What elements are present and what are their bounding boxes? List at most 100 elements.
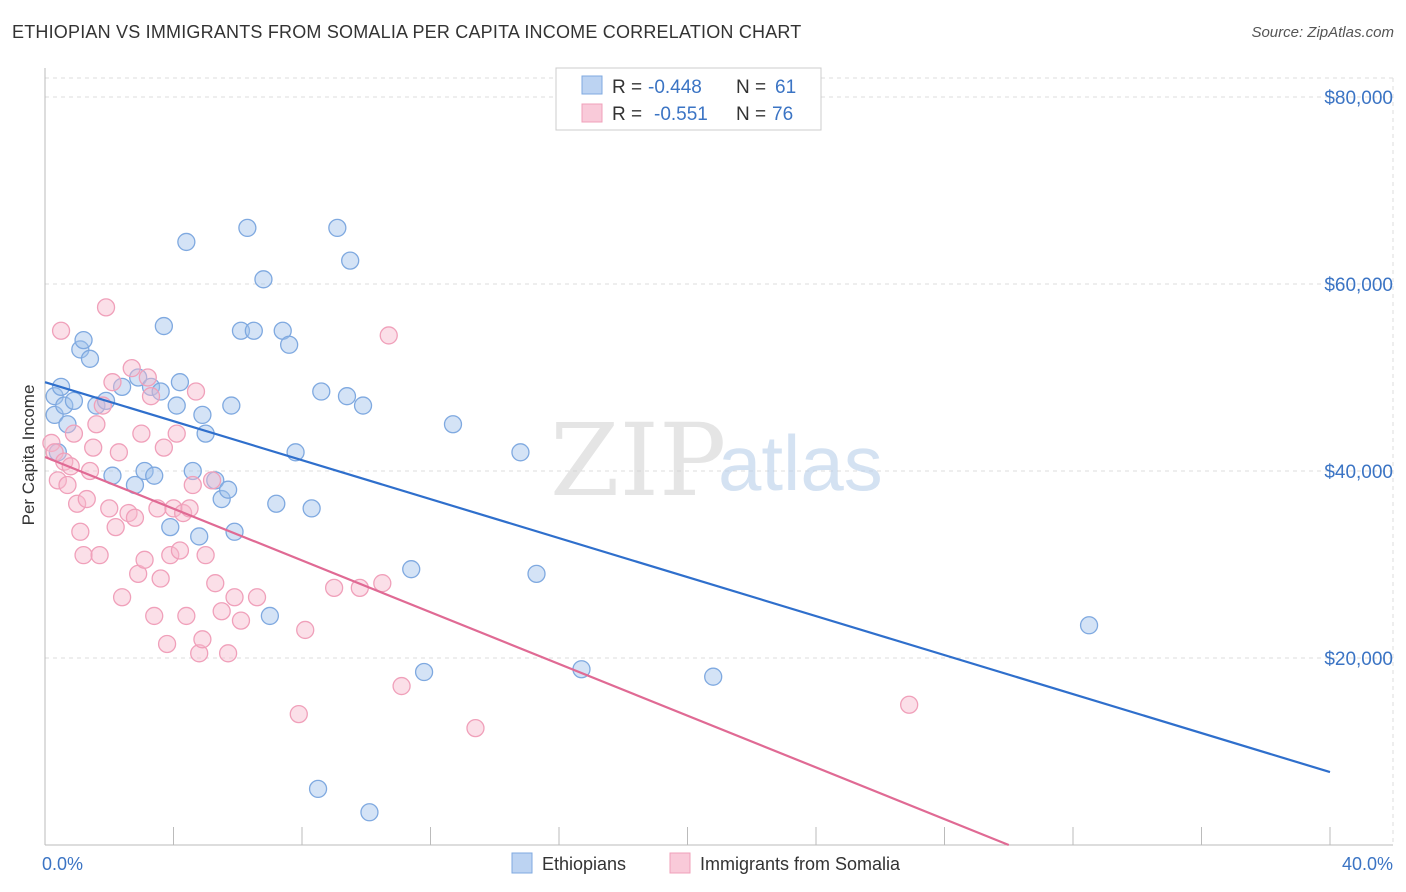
ethiopians-point-37: [254, 270, 273, 289]
ethiopians-point-52: [414, 662, 434, 682]
ethiopians-point-6: [64, 391, 84, 411]
somalia-point-60: [379, 326, 398, 345]
legend-n-value-2: 76: [772, 104, 793, 125]
ethiopians-point-5: [58, 415, 77, 434]
ethiopians-point-20: [154, 316, 174, 336]
y-axis-label: Per Capita Income: [19, 385, 38, 526]
somalia-point-51: [218, 644, 238, 663]
ethiopians-point-0: [45, 387, 64, 406]
somalia-point-9: [71, 522, 90, 541]
y-tick-label-1: $40,000: [1324, 462, 1393, 483]
ethiopians-point-38: [260, 606, 280, 626]
series-somalia: [42, 298, 919, 738]
chart-title: ETHIOPIAN VS IMMIGRANTS FROM SOMALIA PER…: [12, 22, 802, 42]
somalia-point-7: [64, 424, 84, 443]
y-tick-label-3: $80,000: [1324, 88, 1393, 109]
somalia-point-24: [122, 358, 141, 378]
somalia-point-33: [151, 569, 170, 588]
ethiopians-point-49: [353, 396, 373, 415]
x-tick-labels: 0.0% 40.0%: [42, 854, 1393, 874]
somalia-point-8: [67, 494, 87, 513]
ethiopians-point-25: [183, 461, 202, 481]
legend-r-label-2: R =: [612, 104, 642, 125]
somalia-point-55: [289, 704, 308, 724]
ethiopians-point-26: [190, 527, 209, 546]
somalia-point-3: [51, 321, 71, 340]
somalia-point-14: [87, 415, 106, 434]
ethiopians-point-36: [244, 321, 263, 340]
somalia-point-28: [135, 550, 154, 569]
somalia-point-53: [231, 611, 251, 630]
legend-n-label-2: N =: [736, 104, 766, 125]
ethiopians-point-8: [74, 330, 93, 350]
somalia-point-29: [138, 368, 157, 387]
somalia-point-11: [77, 489, 96, 509]
legend-r-label-1: R =: [612, 77, 642, 98]
legend-r-value-1: -0.448: [648, 77, 702, 98]
ethiopians-point-55: [527, 564, 546, 583]
legend-swatch-somalia: [581, 103, 603, 123]
ethiopians-point-51: [402, 560, 421, 579]
bottom-legend-somalia: Immigrants from Somalia: [700, 854, 901, 874]
y-tick-labels: $20,000 $40,000 $60,000 $80,000: [1324, 88, 1393, 670]
ethiopians-point-27: [193, 405, 212, 425]
somalia-point-20: [106, 517, 125, 537]
ethiopians-point-32: [222, 396, 241, 415]
ethiopians-point-23: [170, 373, 190, 392]
somalia-point-18: [100, 499, 119, 518]
bottom-legend: Ethiopians Immigrants from Somalia: [511, 852, 901, 874]
somalia-point-39: [170, 541, 190, 560]
somalia-point-5: [58, 475, 77, 495]
somalia-point-31: [145, 606, 164, 626]
somalia-point-45: [190, 644, 209, 663]
ethiopians-point-41: [279, 335, 299, 354]
ethiopians-point-18: [145, 466, 164, 485]
somalia-point-46: [193, 630, 212, 649]
somalia-point-30: [141, 387, 161, 406]
somalia-point-38: [167, 424, 186, 443]
ethiopians-point-39: [267, 494, 286, 513]
ethiopians-point-24: [177, 232, 196, 252]
legend-swatch-ethiopians: [581, 75, 603, 95]
somalia-point-2: [48, 471, 67, 490]
somalia-point-54: [247, 588, 267, 607]
somalia-point-25: [125, 508, 145, 527]
somalia-trend-line: [44, 455, 1010, 847]
ethiopians-point-16: [135, 461, 154, 481]
somalia-point-52: [225, 588, 244, 607]
watermark-atlas: atlas: [718, 419, 883, 507]
ethiopians-point-48: [341, 251, 360, 270]
somalia-point-57: [324, 578, 344, 598]
ethiopians-point-50: [360, 803, 379, 822]
bottom-legend-swatch-ethiopians: [511, 852, 533, 874]
bottom-legend-swatch-somalia: [669, 852, 691, 874]
source-label: Source: ZipAtlas.com: [1251, 24, 1394, 41]
ethiopians-point-30: [212, 489, 231, 509]
somalia-point-13: [84, 438, 103, 457]
legend-r-value-2: -0.551: [654, 104, 708, 125]
ethiopians-point-19: [151, 382, 170, 401]
somalia-point-59: [373, 574, 392, 593]
somalia-point-34: [154, 438, 174, 457]
ethiopians-point-15: [129, 368, 148, 387]
bottom-legend-ethiopians: Ethiopians: [542, 854, 626, 874]
somalia-point-50: [212, 602, 231, 621]
ethiopians-point-46: [328, 218, 347, 238]
ethiopians-point-54: [511, 443, 530, 462]
somalia-point-36: [161, 546, 180, 565]
series-ethiopians: [45, 218, 1099, 822]
somalia-point-21: [109, 443, 129, 462]
somalia-point-35: [157, 634, 177, 654]
y-tick-label-0: $20,000: [1324, 649, 1393, 670]
y-tick-label-2: $60,000: [1324, 275, 1393, 296]
somalia-point-15: [90, 546, 109, 565]
ethiopians-point-43: [302, 499, 321, 518]
somalia-point-44: [186, 382, 206, 401]
ethiopians-point-1: [45, 405, 64, 425]
ethiopians-point-58: [1079, 616, 1099, 635]
ethiopians-point-31: [218, 480, 238, 499]
ethiopians-point-22: [167, 396, 186, 415]
somalia-point-10: [74, 546, 93, 565]
x-tick-label-0: 0.0%: [42, 854, 83, 874]
ethiopians-point-53: [443, 415, 463, 434]
